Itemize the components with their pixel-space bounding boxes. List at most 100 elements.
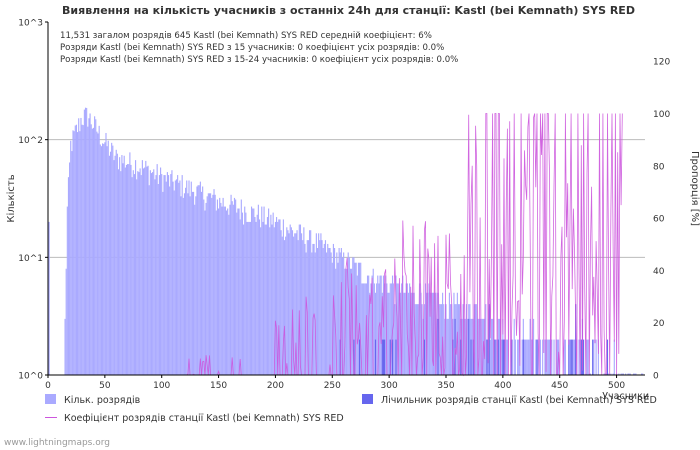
total-bar [177, 175, 179, 375]
total-bar [174, 180, 176, 375]
total-bar [133, 174, 135, 375]
total-bar [275, 217, 278, 375]
total-bar [188, 180, 190, 375]
total-bar [633, 373, 635, 375]
total-bar [255, 221, 257, 375]
y2-tick-label: 40 [653, 267, 665, 277]
total-bar [115, 149, 117, 375]
total-bar [597, 339, 599, 375]
total-bar [625, 373, 627, 375]
total-bar [200, 191, 203, 375]
total-bar [121, 155, 123, 375]
total-bar [319, 240, 321, 375]
total-bar [99, 144, 101, 375]
total-bar [514, 339, 516, 375]
total-bar [124, 167, 126, 375]
legend-station-swatch [362, 394, 373, 404]
total-bar [252, 208, 254, 375]
legend-ratio: Коефіцієнт розрядів станції Kastl (bei K… [45, 413, 344, 424]
total-bar [449, 304, 452, 375]
total-bar [527, 339, 529, 375]
total-bar [490, 318, 493, 375]
total-bar [618, 373, 620, 375]
total-bar [263, 206, 265, 375]
total-bar [149, 170, 151, 375]
total-bar [324, 240, 327, 375]
x-tick-label: 500 [608, 381, 625, 391]
total-bar [505, 339, 507, 375]
total-bar [424, 283, 427, 375]
total-bar [66, 206, 68, 375]
total-bar [241, 212, 244, 375]
total-bar [330, 252, 332, 375]
footer-credit[interactable]: www.lightningmaps.org [4, 438, 110, 448]
total-bar [532, 318, 535, 375]
total-bar [144, 167, 146, 375]
total-bar [338, 248, 340, 375]
total-bar [213, 189, 215, 375]
total-bar [417, 304, 419, 375]
total-bar [190, 181, 192, 375]
total-bar [180, 196, 182, 375]
total-bar [258, 219, 261, 375]
total-bar [90, 124, 92, 376]
station-bar [374, 339, 377, 375]
total-bar [265, 224, 267, 375]
total-bar [327, 243, 329, 375]
total-bar [593, 339, 595, 375]
total-bar [407, 292, 410, 375]
total-bar [377, 275, 379, 375]
total-bar [295, 233, 297, 375]
total-bar [158, 175, 161, 375]
total-bar [642, 373, 644, 375]
total-bar [254, 217, 256, 375]
station-bar [391, 339, 394, 375]
total-bar [218, 208, 220, 375]
total-bar [341, 257, 344, 375]
total-bar [48, 221, 50, 375]
total-bar [310, 230, 312, 375]
total-bar [156, 164, 158, 375]
total-bar [389, 283, 391, 375]
y-tick-label: 10^3 [18, 19, 43, 29]
total-bar [147, 165, 149, 375]
total-bar [243, 224, 245, 375]
total-bar [228, 214, 230, 375]
total-bar [153, 169, 155, 375]
total-bar [620, 373, 622, 375]
total-bar [372, 268, 374, 375]
legend-station: Лічильник розрядів станції Kastl (bei Ke… [362, 394, 657, 406]
total-bar [192, 191, 195, 375]
total-bar [337, 262, 339, 375]
total-bar [363, 283, 365, 375]
total-bar [271, 224, 273, 375]
total-bar [419, 283, 421, 375]
total-bar [339, 252, 341, 375]
total-bar [231, 201, 233, 375]
total-bar [170, 174, 172, 375]
total-bar [134, 160, 137, 375]
chart-title: Виявлення на кількість учасників з остан… [62, 4, 635, 17]
station-bar [486, 339, 488, 375]
x-tick-label: 400 [494, 381, 511, 391]
total-bar [349, 268, 352, 375]
total-bar [148, 185, 150, 375]
total-bar [163, 175, 165, 375]
total-bar [627, 373, 629, 375]
station-bar [583, 339, 585, 375]
total-bar [128, 164, 130, 375]
total-bar [301, 233, 303, 375]
total-bar [621, 373, 623, 375]
total-bar [106, 146, 108, 375]
total-bar [181, 175, 183, 375]
total-bar [103, 143, 105, 375]
total-bar [563, 339, 565, 375]
total-bar [612, 373, 614, 375]
legend-station-label: Лічильник розрядів станції Kastl (bei Ke… [381, 395, 657, 406]
station-bar [353, 339, 355, 375]
station-bar [592, 339, 594, 375]
total-bar [189, 196, 191, 375]
total-bar [506, 339, 508, 375]
total-bar [261, 206, 263, 375]
total-bar [320, 233, 322, 375]
